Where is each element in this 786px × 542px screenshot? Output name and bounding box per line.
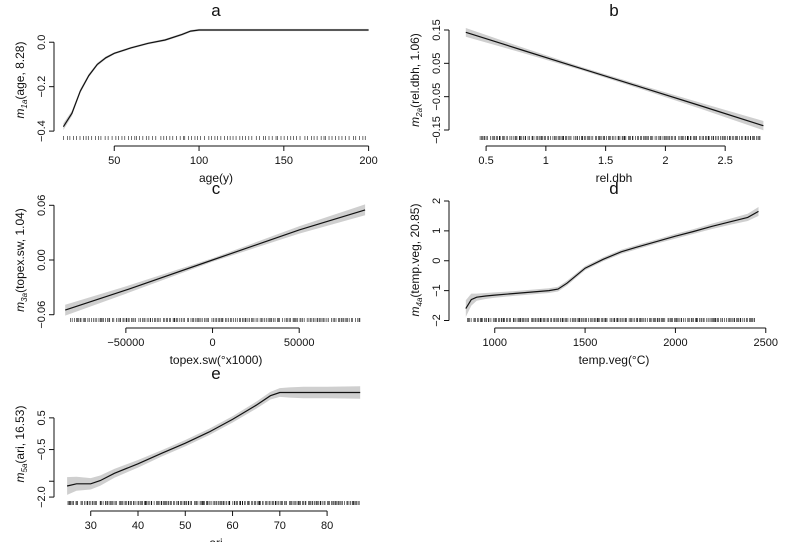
panel-e-y-axis-label-rest: (ari, 16.53) [13,406,27,464]
panel-a-confidence-band [63,28,369,130]
panel-d-x-tick-label: 2500 [754,337,778,349]
panel-a-x-tick-label: 150 [275,155,293,167]
panel-d-y-tick-label: −1 [431,284,443,297]
panel-c-x-axis-label: topex.sw(°x1000) [170,353,263,367]
panel-d-y-axis-label-m: m [408,306,422,316]
panel-d: 1000 1500 2000 2500 −2 −1 0 1 2 temp.veg(°C) m4a(t… [408,179,778,367]
panel-a-x-axis-label: age(y) [199,171,233,185]
panel-b-rug [479,136,761,140]
panel-b-x-tick-label: 0.5 [478,155,493,167]
panel-b-x-tick-label: 2 [662,155,668,167]
panel-c-y-axis-label: m3a(topex.sw, 1.04) [13,208,29,312]
panel-b-x-tick-label: 1 [543,155,549,167]
panel-b-y-axis-label: m2a(rel.dbh, 1.06) [408,33,424,127]
panel-e-x-tick-label: 30 [85,520,97,532]
panel-c-y-axis-label-rest: (topex.sw, 1.04) [13,208,27,293]
panel-a-panel-letter: a [211,1,221,20]
panel-e-panel-letter: e [211,364,220,383]
panel-e-x-tick-label: 60 [226,520,238,532]
panel-c-panel-letter: c [212,179,221,198]
panel-c-x-tick-label: 0 [209,337,215,349]
panel-b-y-axis-label-rest: (rel.dbh, 1.06) [408,33,422,108]
panel-c-y-axis-label-m: m [13,302,27,312]
panel-d-fit-line [465,210,759,309]
panel-e-x-tick-label: 50 [179,520,191,532]
panel-d-confidence-band [465,207,759,317]
panel-d-y-tick-label: 0 [431,258,443,264]
panel-a-fit-line [62,29,369,128]
panel-b-y-tick-label: 0.15 [431,19,443,40]
panel-c-x-tick-label: −50000 [107,337,144,349]
panel-a: 50 100 150 200 −0.4 −0.2 0.0 age(y) m1a(age, 8.2… [13,1,378,185]
panel-d-panel-letter: d [609,179,618,198]
panel-b-y-tick-label: 0.05 [431,53,443,74]
panel-d-rug [467,318,755,322]
panel-d-x-axis-label: temp.veg(°C) [579,353,650,367]
panel-e-x-tick-label: 40 [132,520,144,532]
panel-e-y-axis-label-sub: 5a [20,463,29,472]
panel-d-x-tick-label: 1000 [483,337,507,349]
panel-b: 0.5 1 1.5 2 2.5 −0.15 −0.05 0.05 0.15 rel.dbh m2a(… [408,1,764,185]
panel-e-rug [67,501,360,505]
panel-c-y-tick-label: 0.06 [36,195,48,216]
panel-e-fit-line [66,391,361,487]
panel-b-x-tick-label: 1.5 [598,155,613,167]
panel-c-fit-line [65,209,366,311]
panel-c: −50000 0 50000 −0.06 0.00 0.06 topex.sw(°x1000… [13,179,366,367]
panel-c-y-tick-label: −0.06 [36,301,48,329]
panel-d-y-tick-label: 1 [431,228,443,234]
panel-d-x-tick-label: 2000 [663,337,687,349]
panel-a-x-tick-label: 50 [108,155,120,167]
panel-e: 30 40 50 60 70 80 −2.0 −0.5 0.5 ari m5a(ari, 16.53… [13,364,361,542]
panel-b-panel-letter: b [609,1,618,20]
panel-d-y-axis-label-sub: 4a [415,297,424,306]
panel-e-x-tick-label: 80 [321,520,333,532]
panel-b-y-tick-label: −0.15 [431,116,443,144]
panel-d-y-axis-label-rest: (temp.veg, 20.85) [408,204,422,298]
panel-d-y-axis-label: m4a(temp.veg, 20.85) [408,204,424,317]
panel-b-y-tick-label: −0.05 [431,83,443,111]
panel-e-x-tick-label: 70 [274,520,286,532]
panel-d-x-tick-label: 1500 [573,337,597,349]
panel-b-x-tick-label: 2.5 [718,155,733,167]
panel-b-fit-line [465,31,764,127]
panel-b-y-axis-label-m: m [408,117,422,127]
panel-a-y-tick-label: −0.2 [36,76,48,98]
panel-c-y-axis-label-sub: 3a [20,292,29,301]
panel-b-x-axis-label: rel.dbh [596,171,633,185]
panel-e-y-tick-label: −2.0 [36,486,48,508]
panel-b-y-axis-label-sub: 2a [415,107,424,117]
panel-a-rug [63,136,366,140]
panel-e-y-tick-label: −0.5 [36,439,48,461]
panel-d-y-tick-label: −2 [431,314,443,327]
panel-a-y-axis-label-m: m [13,108,27,118]
panel-c-y-tick-label: 0.00 [36,249,48,270]
panel-c-x-tick-label: 50000 [284,337,315,349]
panel-a-y-axis-label-sub: 1a [20,99,29,108]
panel-a-x-tick-label: 200 [359,155,377,167]
panel-c-confidence-band [65,204,366,316]
panel-a-y-axis-label: m1a(age, 8.28) [13,42,29,119]
panel-d-y-tick-label: 2 [431,198,443,204]
panel-e-x-axis-label: ari [209,536,222,542]
panel-c-rug [70,318,361,322]
panel-e-y-axis-label-m: m [13,472,27,482]
panel-e-confidence-band [67,386,361,495]
panel-a-y-axis-label-rest: (age, 8.28) [13,42,27,100]
panel-a-x-tick-label: 100 [190,155,208,167]
panel-e-y-axis-label: m5a(ari, 16.53) [13,406,29,483]
panel-a-y-tick-label: 0.0 [36,35,48,50]
panel-e-y-tick-label: 0.5 [36,410,48,425]
panel-a-y-tick-label: −0.4 [36,120,48,142]
